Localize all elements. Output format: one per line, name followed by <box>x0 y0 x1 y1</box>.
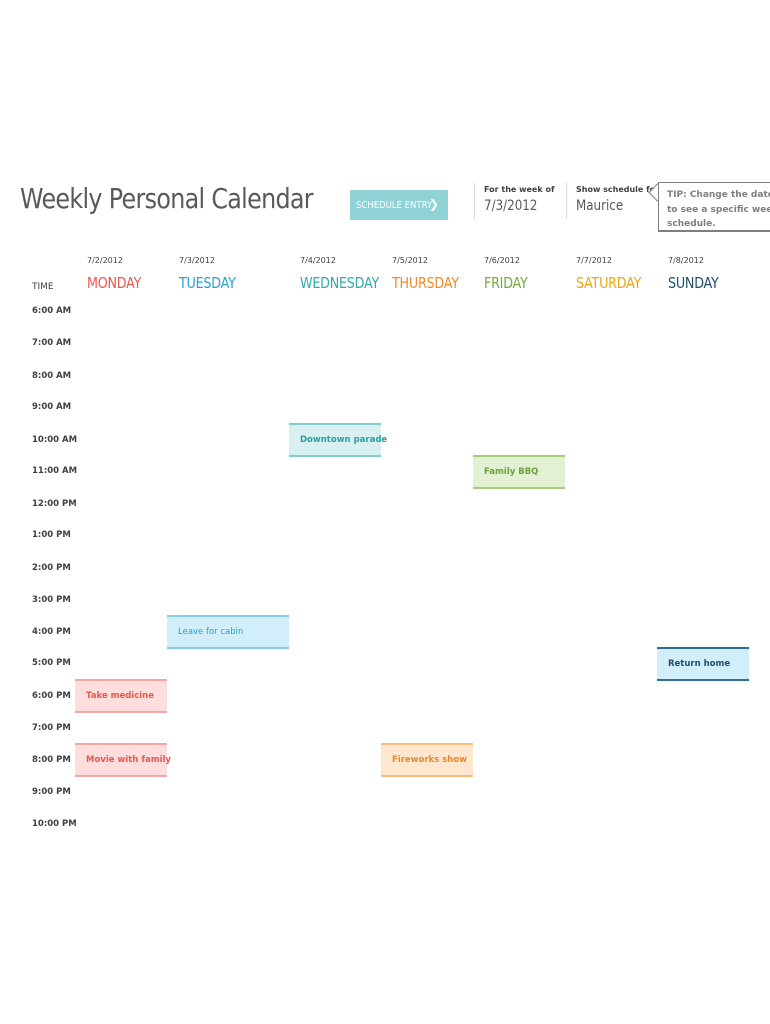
event-label: Downtown parade <box>300 435 388 445</box>
time-label: 12:00 PM <box>32 499 77 509</box>
event-leave-for-cabin[interactable]: Leave for cabin <box>167 615 289 649</box>
time-label: 2:00 PM <box>32 563 71 573</box>
time-label: 9:00 PM <box>32 787 71 797</box>
event-label: Return home <box>668 659 731 669</box>
saturday-heading: SATURDAY <box>576 274 642 292</box>
event-family-bbq[interactable]: Family BBQ <box>473 455 565 489</box>
tip-line: schedule. <box>667 219 716 229</box>
divider <box>474 183 475 219</box>
person-label: Show schedule for: <box>576 185 663 194</box>
time-label: 10:00 AM <box>32 435 78 445</box>
time-label: 7:00 AM <box>32 338 72 348</box>
schedule-entry-label: SCHEDULE ENTRY <box>356 199 433 211</box>
time-label: 8:00 PM <box>32 755 71 765</box>
event-movie-with-family[interactable]: Movie with family <box>75 743 171 777</box>
time-label: 3:00 PM <box>32 595 71 605</box>
chevron-right-icon: ❯ <box>428 197 439 211</box>
wednesday-heading: WEDNESDAY <box>300 274 379 292</box>
thursday-heading: THURSDAY <box>392 274 459 292</box>
time-label: 9:00 AM <box>32 402 72 412</box>
event-label: Family BBQ <box>484 467 539 477</box>
event-return-home[interactable]: Return home <box>657 647 749 681</box>
event-label: Take medicine <box>86 691 154 701</box>
time-label: 4:00 PM <box>32 627 71 637</box>
event-label: Leave for cabin <box>178 627 244 637</box>
time-label: 10:00 PM <box>32 819 77 829</box>
divider <box>566 183 567 219</box>
time-label: 1:00 PM <box>32 530 71 540</box>
time-label: 8:00 AM <box>32 371 72 381</box>
thursday-date: 7/5/2012 <box>392 256 428 265</box>
saturday-date: 7/7/2012 <box>576 256 612 265</box>
tuesday-heading: TUESDAY <box>179 274 236 292</box>
tip-line: to see a specific wee <box>667 204 770 215</box>
page-title: Weekly Personal Calendar <box>20 182 314 215</box>
friday-heading: FRIDAY <box>484 274 528 292</box>
sunday-date: 7/8/2012 <box>668 256 704 265</box>
week-start-date[interactable]: 7/3/2012 <box>484 198 538 214</box>
event-take-medicine[interactable]: Take medicine <box>75 679 167 713</box>
schedule-entry-button[interactable]: SCHEDULE ENTRY ❯ <box>350 190 448 220</box>
time-label: 6:00 PM <box>32 691 71 701</box>
event-fireworks-show[interactable]: Fireworks show <box>381 743 473 777</box>
time-label: 5:00 PM <box>32 658 71 668</box>
friday-date: 7/6/2012 <box>484 256 520 265</box>
time-column-header: TIME <box>32 282 54 292</box>
sunday-heading: SUNDAY <box>668 274 719 292</box>
tip-line: TIP: Change the date <box>667 190 770 200</box>
event-label: Movie with family <box>86 755 171 765</box>
event-downtown-parade[interactable]: Downtown parade <box>289 423 387 457</box>
wednesday-date: 7/4/2012 <box>300 256 336 265</box>
week-label: For the week of <box>484 185 555 194</box>
monday-date: 7/2/2012 <box>87 256 123 265</box>
event-label: Fireworks show <box>392 755 468 765</box>
person-name[interactable]: Maurice <box>576 198 624 214</box>
time-label: 7:00 PM <box>32 723 71 733</box>
monday-heading: MONDAY <box>87 274 142 292</box>
tuesday-date: 7/3/2012 <box>179 256 215 265</box>
time-label: 11:00 AM <box>32 466 78 476</box>
tip-box: TIP: Change the date to see a specific w… <box>658 182 770 232</box>
time-label: 6:00 AM <box>32 306 72 316</box>
